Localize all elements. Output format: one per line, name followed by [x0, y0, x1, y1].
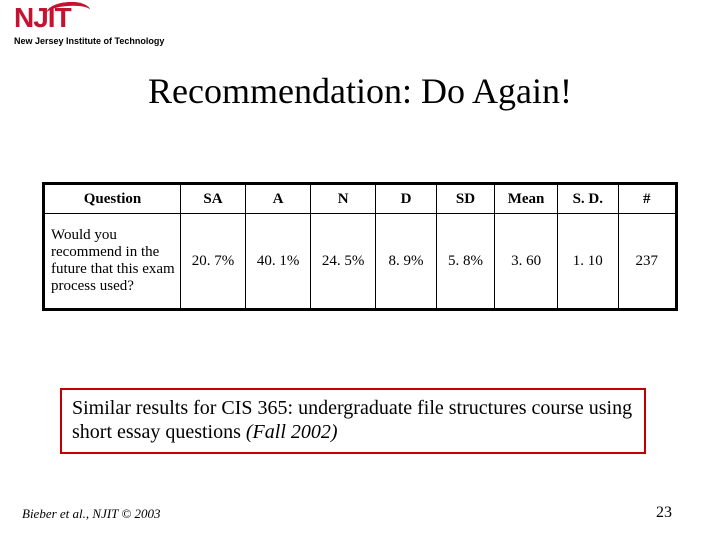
- footnote-italic: (Fall 2002): [246, 421, 338, 443]
- footer-citation: Bieber et al., NJIT © 2003: [22, 506, 161, 522]
- slide-title: Recommendation: Do Again!: [0, 70, 720, 112]
- col-header-count: #: [618, 184, 676, 214]
- col-header-a: A: [246, 184, 311, 214]
- logo-block: NJIT New Jersey Institute of Technology: [14, 6, 164, 46]
- footnote-box: Similar results for CIS 365: undergradua…: [60, 388, 646, 454]
- cell-stdev: 1. 10: [558, 214, 619, 310]
- logo-subtitle: New Jersey Institute of Technology: [14, 36, 164, 46]
- footnote-text: Similar results for CIS 365: undergradua…: [72, 397, 632, 443]
- cell-count: 237: [618, 214, 676, 310]
- results-table-wrap: Question SA A N D SD Mean S. D. # Would …: [42, 182, 678, 311]
- cell-sd: 5. 8%: [436, 214, 494, 310]
- col-header-sa: SA: [180, 184, 245, 214]
- table-header-row: Question SA A N D SD Mean S. D. #: [44, 184, 677, 214]
- col-header-d: D: [376, 184, 437, 214]
- cell-a: 40. 1%: [246, 214, 311, 310]
- table-row: Would you recommend in the future that t…: [44, 214, 677, 310]
- cell-d: 8. 9%: [376, 214, 437, 310]
- col-header-sd: SD: [436, 184, 494, 214]
- col-header-stdev: S. D.: [558, 184, 619, 214]
- cell-sa: 20. 7%: [180, 214, 245, 310]
- results-table: Question SA A N D SD Mean S. D. # Would …: [42, 182, 678, 311]
- col-header-question: Question: [44, 184, 181, 214]
- cell-n: 24. 5%: [311, 214, 376, 310]
- col-header-mean: Mean: [495, 184, 558, 214]
- cell-mean: 3. 60: [495, 214, 558, 310]
- page-number: 23: [656, 504, 672, 522]
- cell-question: Would you recommend in the future that t…: [44, 214, 181, 310]
- logo-mark: NJIT: [14, 6, 164, 34]
- col-header-n: N: [311, 184, 376, 214]
